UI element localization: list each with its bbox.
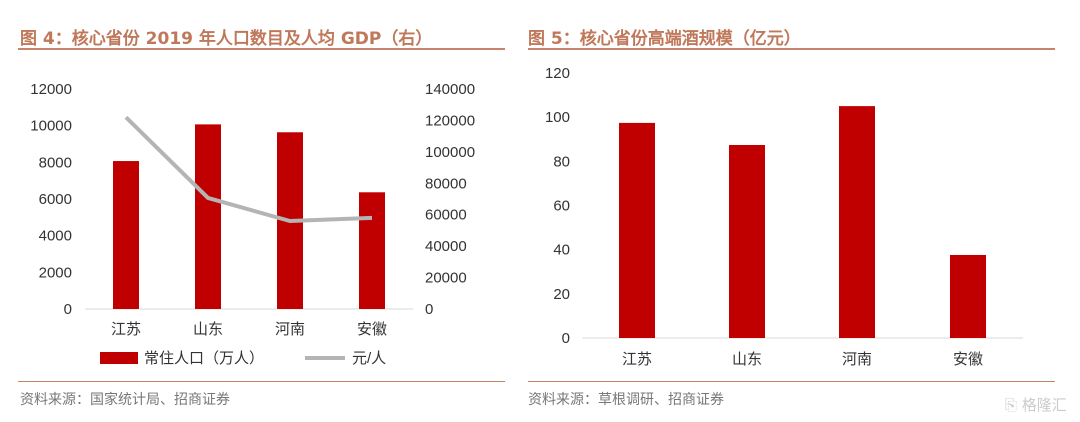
chart5-bottom-rule	[528, 381, 1055, 382]
y-tick-label: 120	[545, 65, 570, 82]
gdp-line	[124, 115, 373, 224]
x-tick-label: 山东	[193, 321, 223, 338]
y-tick-label: 6000	[39, 191, 72, 208]
chart4-title-rule	[18, 48, 505, 50]
bar-江苏	[113, 161, 139, 309]
bar-安徽	[359, 192, 385, 309]
y-tick-label: 2000	[39, 264, 72, 281]
chart5-source: 资料来源：草根调研、招商证券	[528, 392, 724, 408]
legend-bar-swatch	[100, 352, 138, 364]
y2-tick-label: 100000	[425, 144, 475, 161]
y-tick-label: 10000	[30, 118, 72, 135]
y-tick-label: 0	[64, 301, 72, 318]
y2-tick-label: 0	[425, 301, 433, 318]
y2-tick-label: 40000	[425, 238, 467, 255]
y-tick-label: 60	[553, 198, 570, 215]
x-tick-label: 河南	[275, 321, 305, 338]
x-tick-label: 河南	[842, 351, 872, 368]
y-tick-label: 4000	[39, 228, 72, 245]
y2-tick-label: 80000	[425, 175, 467, 192]
y-tick-label: 12000	[30, 81, 72, 98]
chart4-title: 图 4：核心省份 2019 年人口数目及人均 GDP（右）	[20, 29, 433, 49]
y-tick-label: 100	[545, 109, 570, 126]
chart4-bottom-rule	[18, 381, 505, 382]
x-tick-label: 安徽	[953, 351, 983, 368]
bar-江苏	[619, 122, 655, 339]
x-tick-label: 山东	[732, 351, 762, 368]
x-tick-label: 江苏	[622, 351, 652, 368]
bar-山东	[729, 144, 765, 338]
y2-tick-label: 120000	[425, 112, 475, 129]
chart5-title-rule	[528, 48, 1055, 50]
x-tick-label: 安徽	[357, 321, 387, 338]
chart4-source: 资料来源：国家统计局、招商证券	[20, 392, 230, 408]
y2-tick-label: 20000	[425, 270, 467, 287]
y-tick-label: 20	[553, 286, 570, 303]
y-tick-label: 8000	[39, 154, 72, 171]
y2-tick-label: 140000	[425, 81, 475, 98]
legend-line-label: 元/人	[352, 350, 386, 367]
y-tick-label: 80	[553, 153, 570, 170]
legend-bar-label: 常住人口（万人）	[144, 350, 264, 367]
chart5-title: 图 5：核心省份高端酒规模（亿元）	[528, 29, 801, 49]
y-tick-label: 40	[553, 242, 570, 259]
watermark-logo: ⎘ 格隆汇	[1005, 396, 1067, 414]
bar-河南	[839, 106, 875, 338]
bar-安徽	[950, 254, 986, 338]
bar-山东	[195, 124, 221, 309]
y2-tick-label: 60000	[425, 207, 467, 224]
y-tick-label: 0	[562, 330, 570, 347]
x-tick-label: 江苏	[111, 321, 141, 338]
